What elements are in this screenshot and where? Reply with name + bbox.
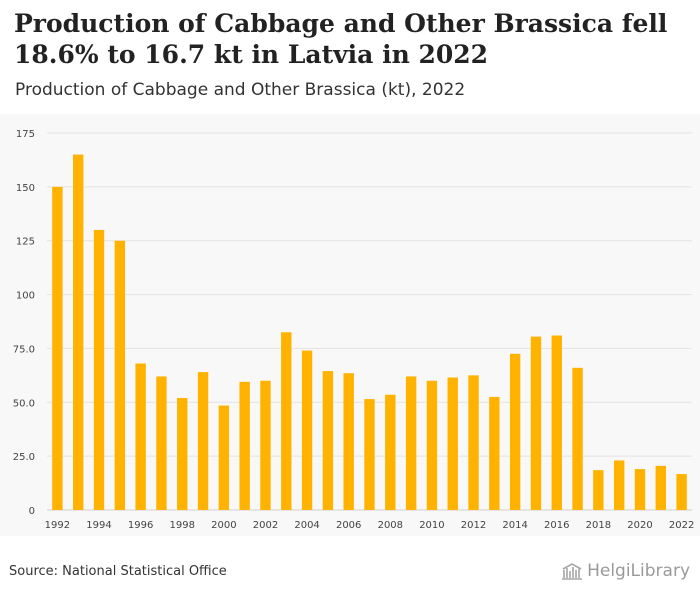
bar-2005[interactable] <box>322 371 334 510</box>
y-tick-label: 150 <box>16 183 35 194</box>
bar-2017[interactable] <box>572 367 583 510</box>
bar-2014[interactable] <box>509 353 521 510</box>
x-tick-label: 2016 <box>544 520 569 531</box>
bar-1999[interactable] <box>197 372 209 510</box>
x-tick-label: 2014 <box>502 520 527 531</box>
bar-2022[interactable] <box>676 474 687 510</box>
bar-2019[interactable] <box>613 460 625 510</box>
x-tick-label: 2022 <box>669 520 694 531</box>
x-tick-label: 2012 <box>461 520 486 531</box>
bar-1992[interactable] <box>52 186 63 510</box>
x-tick-label: 2008 <box>378 520 403 531</box>
x-tick-label: 2018 <box>586 520 611 531</box>
bar-2008[interactable] <box>385 394 396 510</box>
chart-title: Production of Cabbage and Other Brassica… <box>14 9 668 69</box>
brand-name: HelgiLibrary <box>587 561 690 581</box>
bar-1994[interactable] <box>93 229 105 510</box>
bar-1995[interactable] <box>114 240 126 510</box>
library-icon <box>561 562 583 580</box>
bar-2007[interactable] <box>364 399 375 510</box>
bar-2004[interactable] <box>301 350 313 510</box>
bar-2010[interactable] <box>426 380 438 510</box>
bars <box>52 154 687 511</box>
bar-1998[interactable] <box>177 397 188 510</box>
bar-1997[interactable] <box>156 376 167 510</box>
x-tick-label: 1994 <box>86 520 111 531</box>
y-tick-label: 100 <box>16 291 35 302</box>
x-tick-label: 2006 <box>336 520 361 531</box>
bar-2018[interactable] <box>593 470 604 510</box>
bar-2002[interactable] <box>260 380 271 510</box>
bar-2006[interactable] <box>343 373 354 510</box>
x-tick-label: 2002 <box>253 520 278 531</box>
y-tick-label: 0 <box>29 506 35 517</box>
bar-1996[interactable] <box>135 363 146 510</box>
chart-subtitle: Production of Cabbage and Other Brassica… <box>15 80 466 100</box>
bar-2012[interactable] <box>468 375 479 510</box>
x-tick-label: 2000 <box>211 520 236 531</box>
x-tick-label: 1996 <box>128 520 153 531</box>
x-tick-label: 2010 <box>419 520 444 531</box>
bar-2011[interactable] <box>447 377 458 510</box>
source-note: Source: National Statistical Office <box>9 564 227 579</box>
x-axis-labels: 1992 1994 1996 1998 2000 2002 2004 2006 2008 2010… <box>45 520 695 531</box>
y-tick-label: 50.0 <box>13 398 35 409</box>
y-tick-label: 125 <box>16 237 35 248</box>
brand-logo[interactable]: HelgiLibrary <box>561 561 690 581</box>
y-tick-label: 25.0 <box>13 452 35 463</box>
bar-1993[interactable] <box>73 154 84 511</box>
bar-2015[interactable] <box>530 336 542 510</box>
bar-2021[interactable] <box>655 465 666 510</box>
bar-2009[interactable] <box>405 376 417 510</box>
x-tick-label: 2004 <box>294 520 319 531</box>
x-tick-label: 1992 <box>45 520 70 531</box>
bar-2020[interactable] <box>634 469 646 510</box>
bar-2001[interactable] <box>239 381 250 510</box>
bar-2003[interactable] <box>281 332 292 510</box>
y-axis-labels: 0 25.0 50.0 75.0 100 125 150 175 <box>13 129 35 517</box>
x-tick-label: 1998 <box>170 520 195 531</box>
bar-2013[interactable] <box>489 396 500 510</box>
x-tick-label: 2020 <box>627 520 652 531</box>
y-tick-label: 175 <box>16 129 35 140</box>
y-tick-label: 75.0 <box>13 344 35 355</box>
bar-2016[interactable] <box>551 335 562 510</box>
bar-2000[interactable] <box>218 405 230 510</box>
